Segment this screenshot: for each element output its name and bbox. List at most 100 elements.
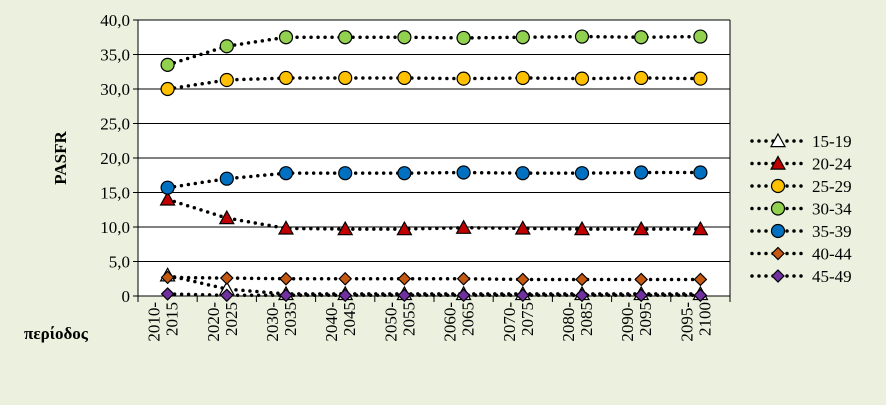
data-point xyxy=(456,288,471,303)
legend-item-45-49: 45-49 xyxy=(750,267,852,286)
data-point xyxy=(634,272,649,287)
legend-marker xyxy=(770,201,786,216)
y-tick-label: 30,0 xyxy=(100,80,130,99)
data-point xyxy=(219,271,234,285)
legend-label: 20-24 xyxy=(812,155,852,174)
x-tick-label: 2075 xyxy=(518,302,537,336)
legend: 15-19 20-24 25-29 30-34 35-39 40-44 45-49 xyxy=(750,132,852,286)
x-tick-label: 2080- xyxy=(559,302,578,342)
legend-label: 30-34 xyxy=(812,200,852,219)
data-point xyxy=(575,288,589,303)
legend-marker xyxy=(770,178,786,194)
x-tick-label: 2045 xyxy=(340,302,359,336)
data-point xyxy=(515,288,530,303)
data-point xyxy=(455,219,472,234)
series-line xyxy=(165,34,703,67)
data-point xyxy=(515,70,530,86)
data-point xyxy=(634,165,649,180)
x-tick-label: 2050- xyxy=(381,302,400,342)
data-point xyxy=(397,30,412,45)
y-tick-label: 20,0 xyxy=(100,149,130,168)
legend-item-20-24: 20-24 xyxy=(750,155,852,174)
data-point xyxy=(456,71,471,86)
y-tick-label: 35,0 xyxy=(100,46,130,65)
data-point xyxy=(456,271,471,286)
data-point xyxy=(218,209,235,225)
data-point xyxy=(693,272,708,287)
data-point xyxy=(160,180,175,195)
series-line xyxy=(165,76,703,91)
data-point xyxy=(692,220,709,236)
data-point xyxy=(279,288,293,303)
y-tick-label: 10,0 xyxy=(100,218,130,237)
x-tick-label: 2095- xyxy=(677,302,696,342)
legend-item-30-34: 30-34 xyxy=(750,200,852,219)
y-axis-title: PASFR xyxy=(51,131,70,185)
series-20-24 xyxy=(159,191,709,236)
data-point xyxy=(456,165,471,180)
legend-label: 15-19 xyxy=(812,132,852,151)
legend-label: 25-29 xyxy=(812,177,852,196)
data-point xyxy=(160,287,175,301)
x-tick-label: 2010- xyxy=(145,302,164,342)
legend-label: 45-49 xyxy=(812,267,852,286)
series-line xyxy=(165,197,703,231)
x-tick-label: 2095 xyxy=(636,302,655,336)
y-tick-label: 15,0 xyxy=(100,184,130,203)
axes: 0 5,0 10,0 15,0 20,0 25,0 30,0 35,0 40,0 2010- 201… xyxy=(100,11,731,342)
series-25-29 xyxy=(160,70,708,97)
x-tick-label: 2070- xyxy=(500,302,519,342)
x-tick-label: 2040- xyxy=(322,302,341,342)
data-point xyxy=(634,288,649,303)
series-line xyxy=(165,275,703,282)
series-line xyxy=(165,170,703,190)
data-point xyxy=(278,166,294,181)
x-tick-label: 2100 xyxy=(695,302,714,336)
data-point xyxy=(397,166,412,181)
data-point xyxy=(573,220,591,236)
data-point xyxy=(396,220,413,236)
data-point xyxy=(277,220,295,235)
data-point xyxy=(574,29,590,44)
data-point xyxy=(397,288,412,303)
series-35-39 xyxy=(160,165,708,195)
legend-label: 40-44 xyxy=(812,245,852,264)
legend-item-15-19: 15-19 xyxy=(750,132,852,151)
legend-item-35-39: 35-39 xyxy=(750,222,852,241)
legend-marker xyxy=(770,223,786,239)
data-point xyxy=(160,270,175,285)
data-point xyxy=(338,70,353,86)
x-tick-label: 2060- xyxy=(441,302,460,342)
y-tick-label: 0 xyxy=(122,287,131,306)
data-point xyxy=(693,165,708,180)
x-tick-label: 2055 xyxy=(399,302,418,336)
x-tick-label: 2030- xyxy=(263,302,282,342)
data-point xyxy=(514,220,531,235)
x-tick-label: 2065 xyxy=(459,302,478,336)
data-point xyxy=(693,29,708,44)
data-point xyxy=(160,81,175,97)
data-point xyxy=(160,57,175,72)
data-point xyxy=(634,30,649,45)
data-point xyxy=(634,70,649,86)
legend-marker xyxy=(769,155,787,170)
series-30-34 xyxy=(160,29,708,72)
data-point xyxy=(515,272,530,287)
legend-marker xyxy=(771,246,785,261)
legend-item-25-29: 25-29 xyxy=(750,177,852,196)
data-point xyxy=(575,272,589,287)
data-point xyxy=(219,72,234,88)
x-tick-label: 2015 xyxy=(163,302,182,336)
grid xyxy=(138,19,730,262)
data-point xyxy=(693,71,708,86)
data-point xyxy=(338,30,353,45)
x-axis-title: περίοδος xyxy=(24,324,89,343)
data-point xyxy=(278,30,294,45)
y-tick-label: 5,0 xyxy=(109,253,130,272)
x-tick-label: 2025 xyxy=(222,302,241,336)
data-point xyxy=(574,166,590,181)
legend-label: 35-39 xyxy=(812,222,852,241)
x-tick-label: 2020- xyxy=(204,302,223,342)
